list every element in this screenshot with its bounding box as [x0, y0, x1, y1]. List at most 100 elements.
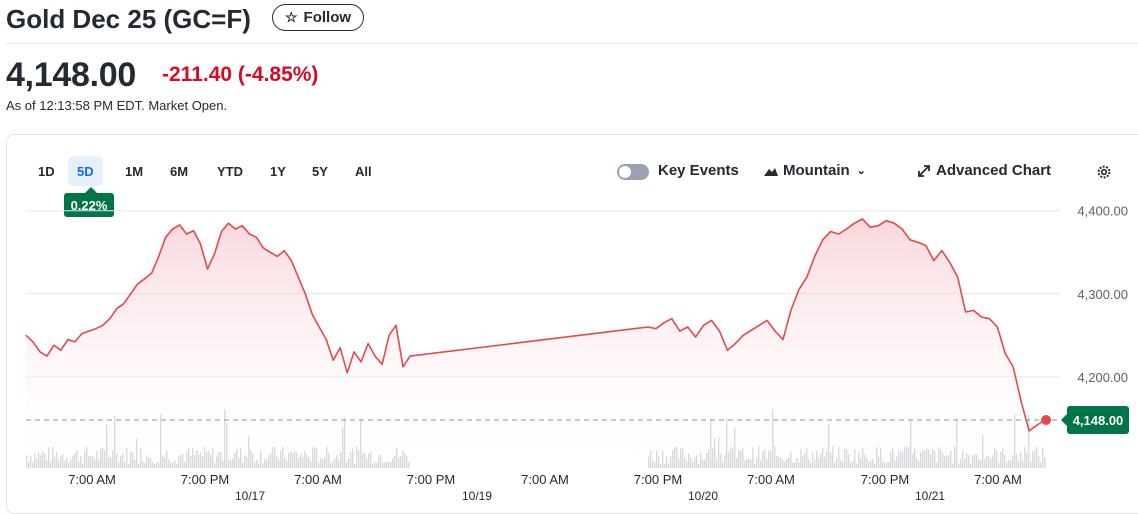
header-divider [6, 43, 1138, 44]
price-point [332, 359, 334, 361]
chart-style-select[interactable]: Mountain ⌄ [764, 162, 866, 179]
price-point [965, 311, 967, 313]
x-tick-label: 7:00 AM [974, 472, 1022, 487]
price-point [199, 243, 202, 245]
range-5d[interactable]: 5D [68, 156, 103, 186]
x-tick-label: 7:00 AM [747, 472, 795, 487]
range-all[interactable]: All [355, 163, 372, 179]
price-point [116, 308, 118, 310]
x-tick-label: 7:00 PM [634, 472, 682, 487]
page-title: Gold Dec 25 (GC=F) [6, 4, 251, 34]
price-point [206, 268, 209, 270]
range-1y[interactable]: 1Y [270, 163, 286, 179]
advanced-chart-button[interactable]: Advanced Chart [917, 162, 1051, 179]
price-point [220, 230, 223, 233]
price-point [687, 326, 689, 328]
price-point [980, 316, 983, 318]
range-5y[interactable]: 5Y [312, 163, 328, 179]
price-point [353, 351, 355, 353]
price-point [53, 344, 55, 346]
price-point [81, 333, 83, 335]
price-point [734, 343, 736, 345]
price-point [933, 260, 935, 262]
price-point [95, 328, 97, 330]
price-point [109, 318, 111, 320]
current-price: 4,148.00 [6, 56, 136, 94]
price-point [123, 303, 125, 305]
price-point [750, 329, 752, 331]
range-1m[interactable]: 1M [125, 163, 144, 179]
price-point [941, 250, 943, 252]
price-point [996, 326, 999, 328]
star-icon: ☆ [284, 9, 298, 25]
range-6m[interactable]: 6M [170, 163, 189, 179]
price-point [845, 228, 848, 230]
y-tick-label: 4,200.00 [1077, 370, 1128, 385]
range-ytd[interactable]: YTD [217, 163, 243, 179]
price-point [158, 255, 160, 257]
price-point [269, 251, 271, 253]
price-point [88, 330, 90, 332]
price-point [663, 322, 665, 324]
last-price-dot [1041, 415, 1051, 425]
date-label: 10/17 [235, 489, 265, 503]
price-point [144, 278, 146, 280]
price-point [830, 230, 832, 233]
price-point [718, 330, 721, 332]
price-point [1012, 366, 1014, 368]
price-point [151, 272, 153, 274]
price-point [346, 372, 348, 374]
price-point [949, 261, 951, 263]
key-events-toggle[interactable] [617, 164, 649, 180]
price-point [32, 341, 34, 343]
price-point [137, 283, 139, 285]
price-point [679, 330, 681, 332]
price-point [102, 324, 104, 326]
price-point [647, 326, 649, 328]
range-1d[interactable]: 1D [38, 163, 55, 179]
price-point [283, 250, 285, 252]
price-point [861, 218, 864, 220]
as-of-timestamp: As of 12:13:58 PM EDT. Market Open. [6, 98, 228, 113]
follow-button[interactable]: ☆ Follow [272, 4, 364, 31]
price-point [909, 239, 911, 241]
price-point [325, 338, 327, 341]
range-change-badge: 0.22% [64, 187, 114, 217]
price-change: -211.40 (-4.85%) [162, 63, 319, 86]
price-point [179, 224, 181, 226]
price-point [1020, 401, 1022, 403]
price-point [213, 253, 216, 255]
price-point [1004, 353, 1006, 355]
price-point [46, 355, 48, 357]
price-point [388, 334, 390, 336]
price-point [917, 241, 919, 243]
price-point [957, 276, 959, 278]
price-point [1028, 430, 1030, 432]
price-point [798, 289, 800, 291]
price-point [276, 255, 278, 257]
mountain-icon [764, 167, 778, 176]
price-point [248, 233, 250, 235]
expand-icon [918, 164, 930, 177]
price-point [409, 355, 411, 357]
price-point [726, 349, 729, 351]
x-tick-label: 7:00 AM [68, 472, 116, 487]
price-point [885, 220, 887, 222]
price-point [774, 330, 776, 332]
price-point [311, 313, 313, 316]
price-point [67, 338, 69, 341]
price-point [703, 324, 705, 326]
price-point [395, 324, 397, 326]
price-point [381, 363, 383, 365]
price-point [25, 334, 27, 336]
price-point [671, 318, 673, 320]
x-tick-label: 7:00 PM [407, 472, 455, 487]
price-point [241, 225, 243, 227]
price-point [60, 349, 62, 351]
price-point [925, 245, 927, 247]
gear-icon[interactable] [1095, 163, 1113, 181]
price-point [290, 260, 292, 262]
price-point [297, 276, 299, 278]
x-tick-label: 7:00 PM [861, 472, 909, 487]
